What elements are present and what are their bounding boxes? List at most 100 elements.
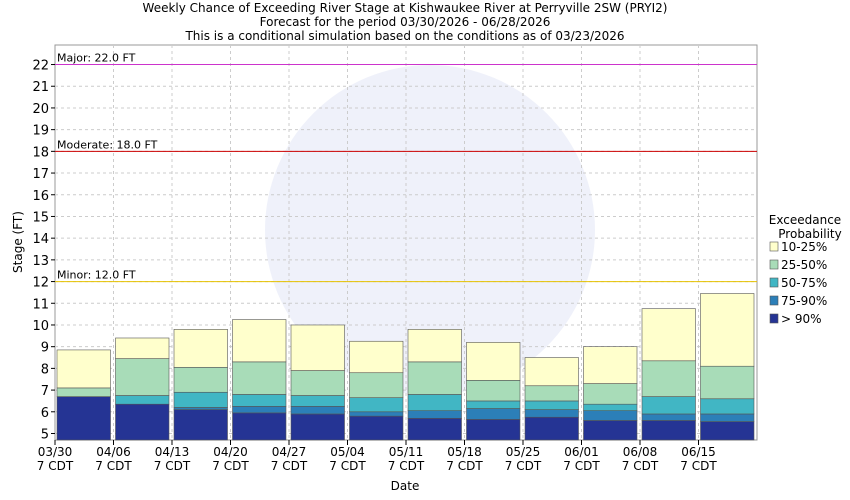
bar-segment (524, 357, 579, 387)
bar-segment (115, 337, 170, 359)
x-tick-label: 7 CDT (329, 459, 366, 473)
y-tick-label: 15 (32, 210, 49, 225)
x-tick-label: 7 CDT (505, 459, 542, 473)
threshold-label: Moderate: 18.0 FT (57, 138, 158, 151)
bar-segment (466, 380, 521, 402)
threshold-label: Minor: 12.0 FT (57, 269, 136, 282)
bar-segment (173, 409, 228, 441)
bar-segment (641, 413, 696, 421)
legend-swatch (769, 295, 779, 306)
bar-segment (232, 361, 287, 395)
bar-segment (173, 329, 228, 368)
y-tick-label: 9 (41, 341, 49, 356)
x-tick-label: 05/11 (389, 445, 424, 459)
x-tick-label: 7 CDT (622, 459, 659, 473)
bar-segment (115, 403, 170, 441)
x-tick-label: 04/27 (272, 445, 307, 459)
x-tick-label: 04/06 (96, 445, 131, 459)
legend-label: > 90% (781, 312, 822, 326)
legend-label: 10-25% (781, 240, 827, 254)
bar-segment (115, 358, 170, 396)
x-tick-label: 7 CDT (388, 459, 425, 473)
bar-segment (466, 400, 521, 409)
bar-segment (407, 329, 462, 363)
y-tick-label: 19 (32, 124, 49, 139)
bar-segment (641, 420, 696, 441)
bar-segment (466, 342, 521, 381)
bar-segment (466, 408, 521, 420)
y-tick-label: 11 (32, 297, 49, 312)
bar-segment (56, 387, 111, 397)
bar-segment (700, 398, 755, 415)
chart-title: Weekly Chance of Exceeding River Stage a… (143, 1, 668, 15)
threshold-label: Major: 22.0 FT (57, 52, 136, 65)
bar-segment (290, 406, 345, 415)
y-tick-label: 21 (32, 80, 49, 95)
bar-segment (56, 396, 111, 441)
bar-segment (407, 361, 462, 395)
bar-segment (466, 419, 521, 441)
bar-segment (349, 411, 404, 417)
bar-segment (232, 394, 287, 407)
bar-segment (700, 413, 755, 422)
x-tick-label: 03/30 (38, 445, 73, 459)
x-tick-label: 7 CDT (212, 459, 249, 473)
legend-swatch (769, 259, 779, 270)
y-tick-label: 5 (41, 427, 49, 442)
x-tick-label: 06/08 (623, 445, 658, 459)
bar-segment (700, 421, 755, 441)
legend-label: 75-90% (781, 294, 827, 308)
bar-segment (407, 410, 462, 419)
x-tick-label: 06/01 (564, 445, 599, 459)
bar-segment (407, 417, 462, 441)
y-tick-label: 8 (41, 362, 49, 377)
y-tick-label: 16 (32, 189, 49, 204)
x-axis-label: Date (391, 479, 420, 493)
x-tick-label: 04/20 (213, 445, 248, 459)
bar-segment (407, 394, 462, 412)
x-tick-label: 7 CDT (95, 459, 132, 473)
bar-segment (290, 395, 345, 407)
legend-label: 50-75% (781, 276, 827, 290)
legend-swatch (769, 241, 779, 252)
legend-title: Exceedance (769, 213, 841, 227)
bar-segment (524, 416, 579, 441)
bar-segment (232, 319, 287, 363)
bar-segment (290, 413, 345, 441)
bar-segment (524, 409, 579, 418)
bar-segment (349, 372, 404, 398)
x-tick-label: 7 CDT (563, 459, 600, 473)
bar-segment (583, 410, 638, 421)
chart-subtitle: This is a conditional simulation based o… (184, 29, 624, 43)
x-tick-label: 7 CDT (37, 459, 74, 473)
bar-segment (290, 370, 345, 396)
y-tick-label: 17 (32, 167, 49, 182)
x-tick-label: 7 CDT (271, 459, 308, 473)
legend-title: Probability (778, 227, 841, 241)
y-tick-label: 7 (41, 384, 49, 399)
bar-segment (583, 383, 638, 405)
bar-segment (115, 395, 170, 405)
x-tick-label: 7 CDT (154, 459, 191, 473)
bar-segment (349, 340, 404, 374)
bar-segment (56, 349, 111, 389)
legend-label: 25-50% (781, 258, 827, 272)
y-tick-label: 20 (32, 102, 49, 117)
x-tick-label: 05/25 (506, 445, 541, 459)
x-tick-label: 05/04 (330, 445, 365, 459)
y-tick-label: 18 (32, 145, 49, 160)
bar-segment (173, 366, 228, 393)
x-tick-label: 04/13 (155, 445, 190, 459)
y-axis-label: Stage (FT) (11, 211, 25, 273)
bar-segment (232, 406, 287, 414)
bar-segment (232, 412, 287, 441)
y-tick-label: 10 (32, 319, 49, 334)
legend-swatch (769, 313, 779, 324)
bar-segment (700, 365, 755, 400)
bar-segment (524, 400, 579, 410)
bar-segment (583, 420, 638, 441)
x-tick-label: 7 CDT (446, 459, 483, 473)
bar-segment (583, 346, 638, 384)
bar-segment (583, 403, 638, 412)
